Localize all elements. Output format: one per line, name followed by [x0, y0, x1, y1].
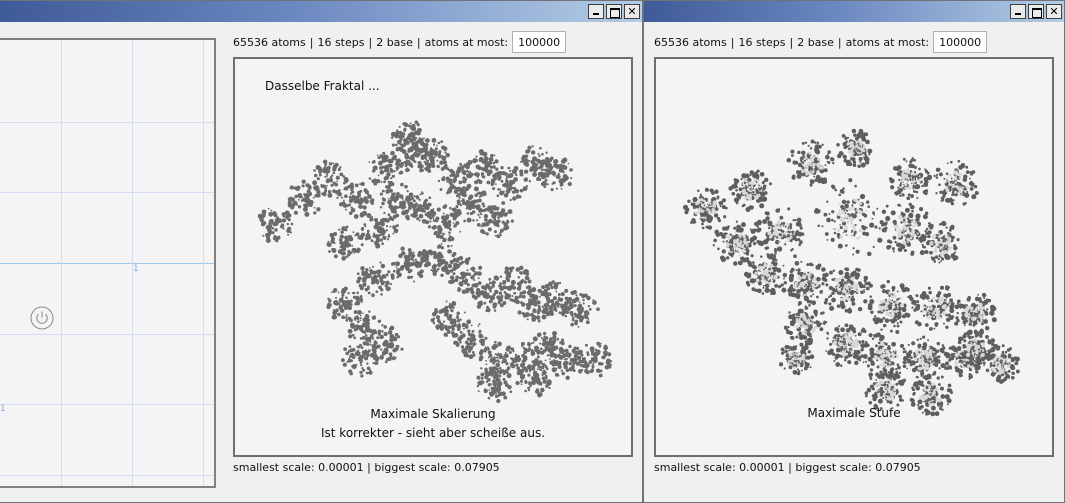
separator: |: [309, 35, 314, 49]
atoms-at-most-label: atoms at most:: [845, 35, 930, 49]
minimize-button[interactable]: [588, 4, 604, 19]
x-axis-line: [0, 263, 214, 264]
right-window: ✕ 65536 atoms | 16 steps | 2 base | atom…: [643, 0, 1065, 503]
close-button[interactable]: ✕: [624, 4, 640, 19]
fractal-canvas[interactable]: Dasselbe Fraktal ... Maximale Skalierung…: [233, 57, 633, 457]
steps-count: 16 steps: [738, 35, 786, 49]
scale-info: smallest scale: 0.00001 | biggest scale:…: [654, 461, 921, 474]
minimize-button[interactable]: [1010, 4, 1026, 19]
atoms-count: 65536 atoms: [233, 35, 306, 49]
maximize-icon: [607, 5, 621, 18]
axis-label-x: 1: [133, 264, 139, 274]
grid-line: [0, 475, 214, 476]
titlebar[interactable]: ✕: [644, 1, 1064, 22]
window-controls: ✕: [1010, 4, 1062, 19]
fractal-image: [257, 120, 613, 404]
caption-bottom-1: Maximale Stufe: [807, 406, 901, 420]
close-icon: ✕: [627, 5, 637, 18]
caption-bottom-1: Maximale Skalierung: [370, 407, 496, 421]
base-value: 2 base: [376, 35, 413, 49]
separator: |: [416, 35, 421, 49]
atoms-count: 65536 atoms: [654, 35, 727, 49]
stats-bar: 65536 atoms | 16 steps | 2 base | atoms …: [233, 31, 567, 53]
grid-line: [0, 122, 214, 123]
stats-bar: 65536 atoms | 16 steps | 2 base | atoms …: [654, 31, 988, 53]
grid-line: [0, 334, 214, 335]
minimize-icon: [589, 5, 603, 18]
grid-line: [0, 192, 214, 193]
grid-line: [0, 404, 214, 405]
atoms-at-most-label: atoms at most:: [424, 35, 509, 49]
grid-line: [132, 40, 133, 486]
axis-label-y: 1: [0, 404, 6, 414]
titlebar[interactable]: ✕: [0, 1, 642, 22]
maximize-icon: [1029, 5, 1043, 18]
fractal-canvas[interactable]: Maximale Stufe: [654, 57, 1054, 457]
close-button[interactable]: ✕: [1046, 4, 1062, 19]
minimize-icon: [1011, 5, 1025, 18]
scale-info: smallest scale: 0.00001 | biggest scale:…: [233, 461, 500, 474]
fractal-image: [682, 128, 1020, 417]
steps-count: 16 steps: [317, 35, 365, 49]
maximize-button[interactable]: [1028, 4, 1044, 19]
close-icon: ✕: [1049, 5, 1059, 18]
base-value: 2 base: [797, 35, 834, 49]
window-controls: ✕: [588, 4, 640, 19]
separator: |: [789, 35, 794, 49]
separator: |: [368, 35, 373, 49]
grid-line: [61, 40, 62, 486]
left-window: ✕ 1 1 65536 atoms | 16 steps | 2 base | …: [0, 0, 643, 503]
maximize-button[interactable]: [606, 4, 622, 19]
power-icon[interactable]: [30, 306, 54, 330]
atoms-at-most-input[interactable]: 100000: [933, 31, 988, 53]
caption-bottom-2: Ist korrekter - sieht aber scheiße aus.: [320, 426, 546, 440]
atoms-at-most-input[interactable]: 100000: [512, 31, 567, 53]
caption-top: Dasselbe Fraktal ...: [265, 79, 380, 93]
separator: |: [837, 35, 842, 49]
coordinate-grid-panel[interactable]: 1 1: [0, 38, 216, 488]
separator: |: [730, 35, 735, 49]
grid-line: [203, 40, 204, 486]
